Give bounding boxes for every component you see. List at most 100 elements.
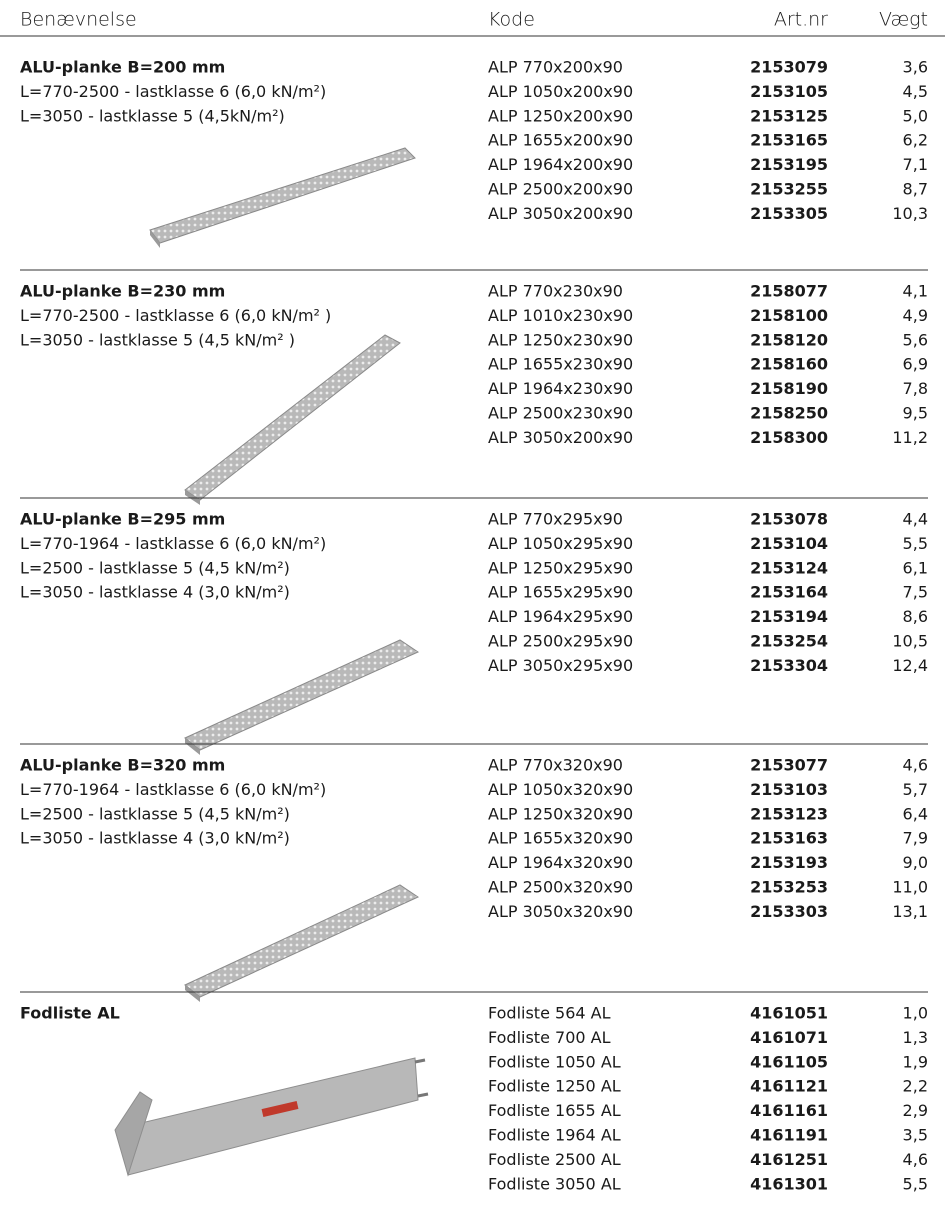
article-number: 2158250 xyxy=(750,404,828,423)
article-number: 2153305 xyxy=(750,204,828,223)
article-number: 2153194 xyxy=(750,607,828,626)
article-number: 2153304 xyxy=(750,656,828,675)
section-title: ALU-planke B=320 mm xyxy=(20,756,225,775)
weight: 4,9 xyxy=(903,306,928,325)
weight: 1,9 xyxy=(903,1052,928,1071)
article-number: 2158190 xyxy=(750,379,828,398)
weight: 1,3 xyxy=(903,1028,928,1047)
product-code: Fodliste 3050 AL xyxy=(488,1174,621,1193)
weight: 6,2 xyxy=(903,131,928,150)
weight: 4,4 xyxy=(903,510,928,529)
product-code: ALP 3050x200x90 xyxy=(488,428,633,447)
article-number: 2153195 xyxy=(750,155,828,174)
product-code: ALP 770x295x90 xyxy=(488,510,623,529)
weight: 5,5 xyxy=(903,534,928,553)
product-code: ALP 1964x320x90 xyxy=(488,853,633,872)
product-code: ALP 1050x200x90 xyxy=(488,82,633,101)
section-title: ALU-planke B=295 mm xyxy=(20,510,225,529)
weight: 7,8 xyxy=(903,379,928,398)
article-number: 4161121 xyxy=(750,1077,828,1096)
weight: 13,1 xyxy=(892,902,928,921)
weight: 9,5 xyxy=(903,404,928,423)
plank-edge xyxy=(185,985,200,1002)
product-code: Fodliste 700 AL xyxy=(488,1028,611,1047)
product-code: ALP 770x200x90 xyxy=(488,58,623,77)
product-code: ALP 1964x295x90 xyxy=(488,607,633,626)
product-code: ALP 770x320x90 xyxy=(488,756,623,775)
weight: 7,1 xyxy=(903,155,928,174)
product-code: ALP 2500x295x90 xyxy=(488,632,633,651)
article-number: 2153255 xyxy=(750,180,828,199)
section-spec: L=2500 - lastklasse 5 (4,5 kN/m²) xyxy=(20,804,290,823)
product-code: ALP 2500x200x90 xyxy=(488,180,633,199)
product-code: ALP 770x230x90 xyxy=(488,282,623,301)
article-number: 2153253 xyxy=(750,878,828,897)
weight: 10,5 xyxy=(892,632,928,651)
article-number: 2158077 xyxy=(750,282,828,301)
article-number: 2153164 xyxy=(750,583,828,602)
section-spec: L=3050 - lastklasse 4 (3,0 kN/m²) xyxy=(20,829,290,848)
product-code: Fodliste 1250 AL xyxy=(488,1077,621,1096)
column-header: Art.nr xyxy=(774,9,828,31)
article-number: 2153165 xyxy=(750,131,828,150)
plank-edge xyxy=(150,230,160,248)
toeboard-pin xyxy=(414,1058,426,1064)
weight: 9,0 xyxy=(903,853,928,872)
product-code: ALP 1655x295x90 xyxy=(488,583,633,602)
product-code: ALP 1050x320x90 xyxy=(488,780,633,799)
weight: 1,0 xyxy=(903,1004,928,1023)
product-code: Fodliste 1964 AL xyxy=(488,1126,621,1145)
weight: 2,9 xyxy=(903,1101,928,1120)
article-number: 4161071 xyxy=(750,1028,828,1047)
article-number: 4161105 xyxy=(750,1052,828,1071)
plank-image xyxy=(149,147,416,244)
section-spec: L=3050 - lastklasse 5 (4,5 kN/m² ) xyxy=(20,330,295,349)
weight: 7,5 xyxy=(903,583,928,602)
product-code: Fodliste 564 AL xyxy=(488,1004,611,1023)
article-number: 2153077 xyxy=(750,756,828,775)
section-spec: L=3050 - lastklasse 5 (4,5kN/m²) xyxy=(20,106,285,125)
article-number: 2153078 xyxy=(750,510,828,529)
section-title: ALU-planke B=230 mm xyxy=(20,282,225,301)
product-code: ALP 3050x295x90 xyxy=(488,656,633,675)
article-number: 2158100 xyxy=(750,306,828,325)
toeboard-end xyxy=(114,1091,153,1177)
column-header: Kode xyxy=(488,9,535,31)
section-title: ALU-planke B=200 mm xyxy=(20,58,225,77)
product-code: Fodliste 1655 AL xyxy=(488,1101,621,1120)
weight: 8,7 xyxy=(903,180,928,199)
weight: 4,5 xyxy=(903,82,928,101)
article-number: 4161051 xyxy=(750,1004,828,1023)
plank-edge xyxy=(185,738,200,755)
plank-image xyxy=(184,639,420,751)
article-number: 2153193 xyxy=(750,853,828,872)
weight: 5,7 xyxy=(903,780,928,799)
toeboard-label xyxy=(261,1101,299,1117)
article-number: 2158300 xyxy=(750,428,828,447)
product-code: ALP 1964x200x90 xyxy=(488,155,633,174)
product-code: ALP 1655x230x90 xyxy=(488,355,633,374)
article-number: 2153125 xyxy=(750,106,828,125)
weight: 11,0 xyxy=(892,878,928,897)
weight: 6,9 xyxy=(903,355,928,374)
plank-image xyxy=(184,884,420,998)
section-spec: L=770-1964 - lastklasse 6 (6,0 kN/m²) xyxy=(20,534,326,553)
weight: 5,5 xyxy=(903,1174,928,1193)
column-header: Vægt xyxy=(879,9,928,31)
weight: 8,6 xyxy=(903,607,928,626)
product-code: Fodliste 1050 AL xyxy=(488,1052,621,1071)
section-spec: L=770-2500 - lastklasse 6 (6,0 kN/m² ) xyxy=(20,306,331,325)
article-number: 2153079 xyxy=(750,58,828,77)
weight: 10,3 xyxy=(892,204,928,223)
column-header: Benævnelse xyxy=(20,9,137,31)
section-title: Fodliste AL xyxy=(20,1004,120,1023)
toeboard-image xyxy=(119,1057,419,1176)
product-code: ALP 1250x320x90 xyxy=(488,804,633,823)
article-number: 4161301 xyxy=(750,1174,828,1193)
plank-image xyxy=(184,334,401,501)
weight: 4,6 xyxy=(903,1150,928,1169)
article-number: 2153105 xyxy=(750,82,828,101)
product-code: ALP 1250x230x90 xyxy=(488,330,633,349)
weight: 4,6 xyxy=(903,756,928,775)
article-number: 4161251 xyxy=(750,1150,828,1169)
